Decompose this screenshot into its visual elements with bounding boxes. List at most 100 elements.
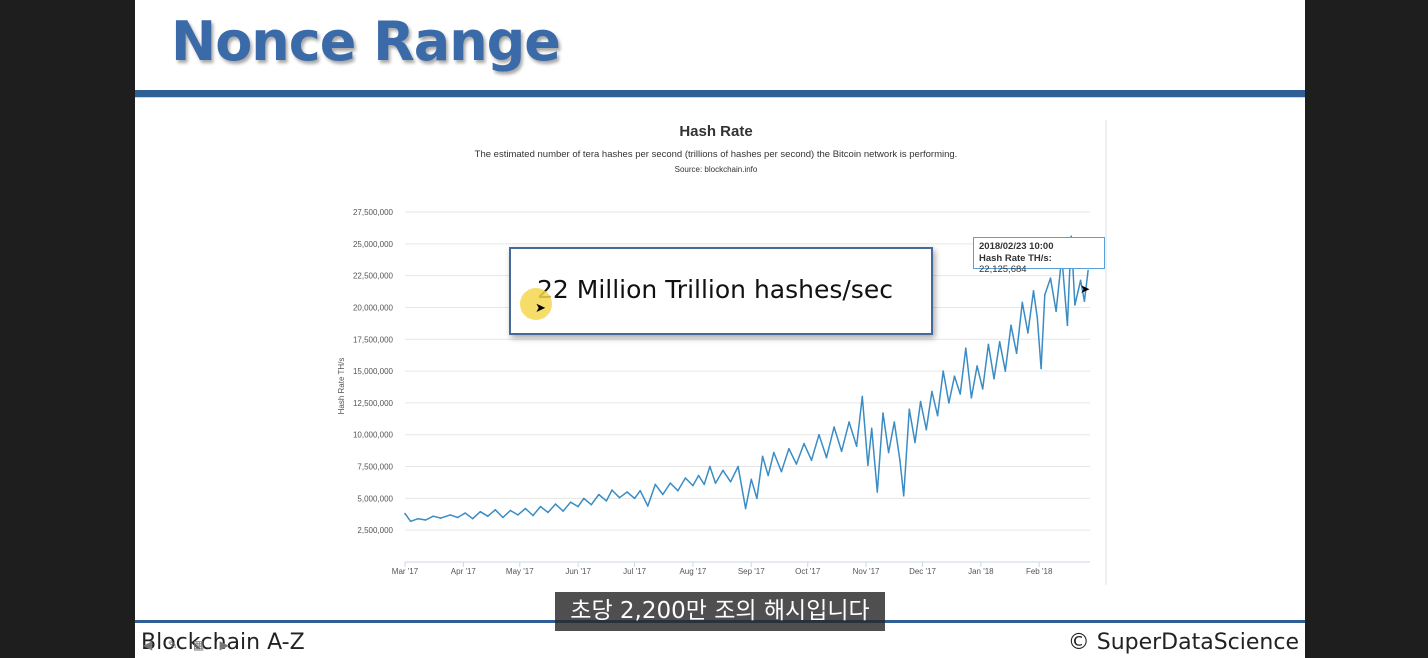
video-subtitle: 초당 2,200만 조의 해시입니다 [555, 592, 885, 631]
data-point [502, 516, 504, 519]
data-point [464, 512, 467, 514]
data-point [577, 505, 579, 508]
data-point [714, 482, 717, 484]
data-point [554, 503, 557, 505]
data-point [633, 497, 636, 500]
data-point [449, 514, 452, 516]
data-point [662, 493, 664, 496]
data-point [697, 474, 700, 477]
y-ticks: 2,500,000 5,000,000 7,500,000 10,000,000 12,… [353, 208, 394, 535]
data-point [931, 390, 933, 393]
hash-rate-chart: Hash Rate The estimated number of tera h… [337, 120, 1107, 585]
data-point [908, 408, 911, 411]
y-tick-label: 25,000,000 [353, 240, 394, 249]
x-tick-label: Mar '17 [392, 567, 419, 576]
data-point [876, 491, 879, 493]
data-point [833, 426, 835, 428]
y-tick-label: 12,500,000 [353, 399, 394, 408]
data-point [722, 469, 724, 472]
data-point [840, 450, 843, 453]
data-point [882, 412, 884, 414]
data-point [479, 510, 482, 513]
data-point [409, 520, 412, 523]
data-point [709, 465, 711, 468]
data-point [818, 433, 820, 436]
data-point [1027, 332, 1029, 334]
data-point [626, 491, 628, 493]
data-point [773, 451, 775, 454]
slide-title: Nonce Range [171, 10, 561, 73]
data-point [639, 489, 641, 492]
x-tick-label: Oct '17 [795, 567, 821, 576]
data-point [959, 393, 961, 395]
data-point [948, 402, 950, 404]
data-point [1015, 352, 1018, 355]
data-point [810, 459, 813, 462]
x-tick-label: Jun '17 [565, 567, 591, 576]
data-point [539, 505, 542, 508]
callout-box: 22 Million Trillion hashes/sec [509, 247, 933, 335]
data-point [899, 459, 901, 462]
y-tick-label: 2,500,000 [357, 526, 393, 535]
data-point [562, 510, 564, 512]
data-point [618, 496, 621, 499]
data-point [1049, 277, 1052, 279]
data-point [925, 428, 928, 431]
data-point [902, 495, 905, 497]
title-divider [135, 90, 1305, 98]
y-tick-label: 27,500,000 [353, 208, 394, 217]
data-point [404, 512, 406, 515]
data-point [788, 447, 790, 450]
x-tick-label: Sep '17 [738, 567, 765, 576]
data-point [993, 377, 995, 380]
chart-panel: Hash Rate The estimated number of tera h… [135, 100, 1305, 620]
x-tick-label: May '17 [506, 567, 534, 576]
data-point [1010, 324, 1012, 327]
data-point [795, 463, 798, 465]
x-tick-label: Dec '17 [909, 567, 936, 576]
x-tick-label: Apr '17 [451, 567, 477, 576]
data-point [976, 365, 978, 367]
data-point [509, 509, 512, 512]
cursor-highlight [520, 288, 552, 320]
slide-nav-controls[interactable]: ◀ ✎ ▦ ▶ [143, 638, 235, 652]
data-point [494, 509, 497, 511]
data-point [825, 456, 828, 459]
data-point [780, 470, 783, 473]
data-point [647, 505, 649, 507]
y-tick-label: 17,500,000 [353, 335, 394, 344]
data-point [1036, 316, 1039, 319]
chart-subtitle: The estimated number of tera hashes per … [475, 149, 958, 160]
data-point [936, 414, 939, 417]
data-point [1021, 301, 1024, 304]
data-point [590, 503, 593, 506]
data-point [767, 474, 769, 477]
y-tick-label: 7,500,000 [357, 463, 393, 472]
slide: Nonce Range Hash Rate The estimated numb… [135, 0, 1305, 658]
tooltip-value: 22,125,684 [979, 264, 1027, 275]
data-point [855, 445, 858, 448]
y-tick-label: 5,000,000 [357, 494, 393, 503]
data-point [970, 397, 973, 399]
data-point [1004, 370, 1007, 372]
data-point [605, 500, 608, 502]
data-point [677, 489, 679, 492]
series-line [404, 235, 1089, 523]
x-tick-label: Feb '18 [1026, 567, 1053, 576]
data-point [965, 347, 967, 349]
data-point [547, 511, 549, 514]
data-point [1079, 279, 1082, 282]
data-point [919, 400, 922, 403]
data-point [981, 388, 984, 390]
data-point [487, 515, 489, 517]
data-point [861, 395, 864, 398]
data-point [424, 519, 427, 521]
chart-source: Source: blockchain.info [675, 165, 758, 174]
data-point [471, 517, 474, 520]
data-point [914, 441, 916, 444]
data-point [692, 484, 694, 487]
data-point [1074, 304, 1076, 306]
data-point [887, 451, 890, 454]
data-point [598, 493, 600, 496]
data-point [987, 343, 990, 346]
